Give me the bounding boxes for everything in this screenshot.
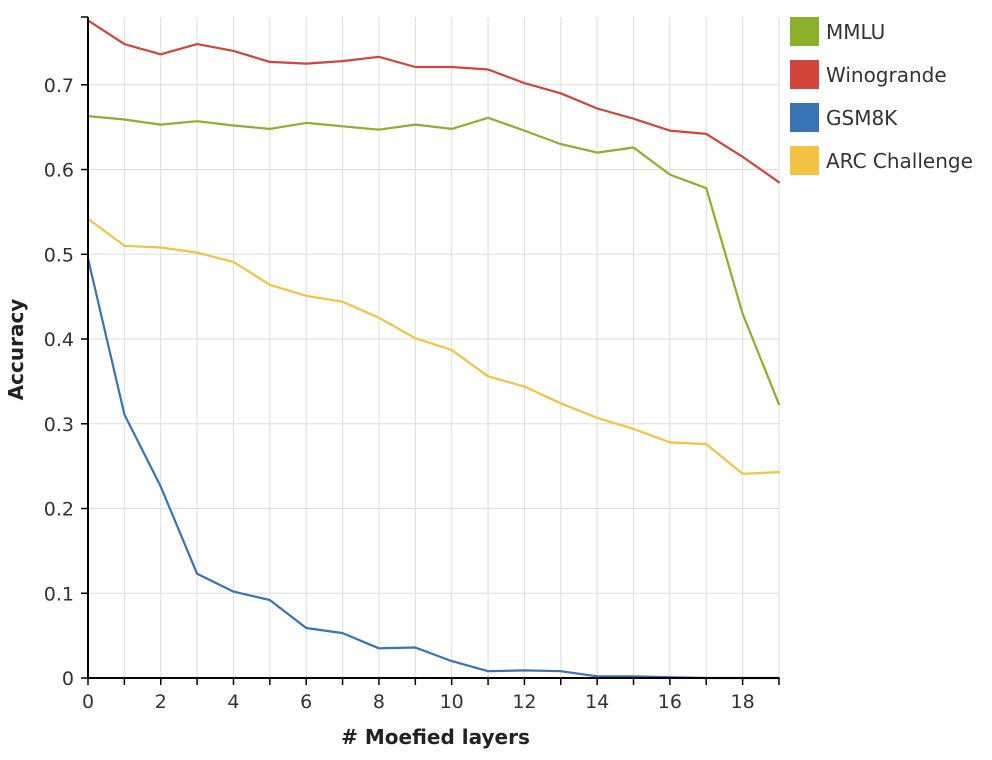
legend-swatch-arc-challenge — [790, 146, 819, 175]
x-tick-label: 16 — [658, 691, 682, 713]
y-tick-label: 0.3 — [44, 414, 74, 436]
y-tick-label: 0.6 — [44, 160, 74, 182]
y-tick-label: 0.5 — [44, 244, 74, 266]
legend: MMLU Winogrande GSM8K ARC Challenge — [790, 17, 973, 175]
legend-swatch-winogrande — [790, 60, 819, 89]
y-tick-label: 0 — [62, 668, 74, 690]
y-tick-label: 0.7 — [44, 75, 74, 97]
y-axis-title: Accuracy — [4, 299, 28, 401]
legend-swatch-gsm8k — [790, 103, 819, 132]
y-tick-label: 0.1 — [44, 583, 74, 605]
series-line-mmlu — [86, 114, 781, 406]
series-line-arc-challenge — [86, 217, 781, 475]
series-lines — [86, 19, 781, 680]
grid — [88, 17, 780, 678]
x-tick-label: 12 — [512, 691, 536, 713]
x-axis-title: # Moefied layers — [341, 725, 530, 749]
legend-swatch-mmlu — [790, 17, 819, 46]
series-line-winogrande — [86, 19, 781, 184]
y-tick-label: 0.2 — [44, 499, 74, 521]
x-tick-label: 2 — [155, 691, 167, 713]
legend-label-arc-challenge: ARC Challenge — [826, 149, 973, 173]
x-tick-label: 18 — [731, 691, 755, 713]
series-line-gsm8k — [86, 257, 781, 680]
legend-label-winogrande: Winogrande — [826, 63, 947, 87]
x-tick-label: 10 — [440, 691, 464, 713]
x-tick-label: 4 — [227, 691, 239, 713]
x-tick-label: 6 — [300, 691, 312, 713]
y-tick-label: 0.4 — [44, 329, 74, 351]
x-tick-label: 14 — [585, 691, 609, 713]
legend-label-mmlu: MMLU — [826, 20, 885, 44]
axes: 0 2 4 6 8 10 12 14 16 18 0 0.1 0.2 0.3 0.4 0.5 0.6 0.7 — [44, 16, 780, 713]
x-tick-label: 0 — [82, 691, 94, 713]
x-tick-label: 8 — [373, 691, 385, 713]
legend-label-gsm8k: GSM8K — [826, 106, 898, 130]
